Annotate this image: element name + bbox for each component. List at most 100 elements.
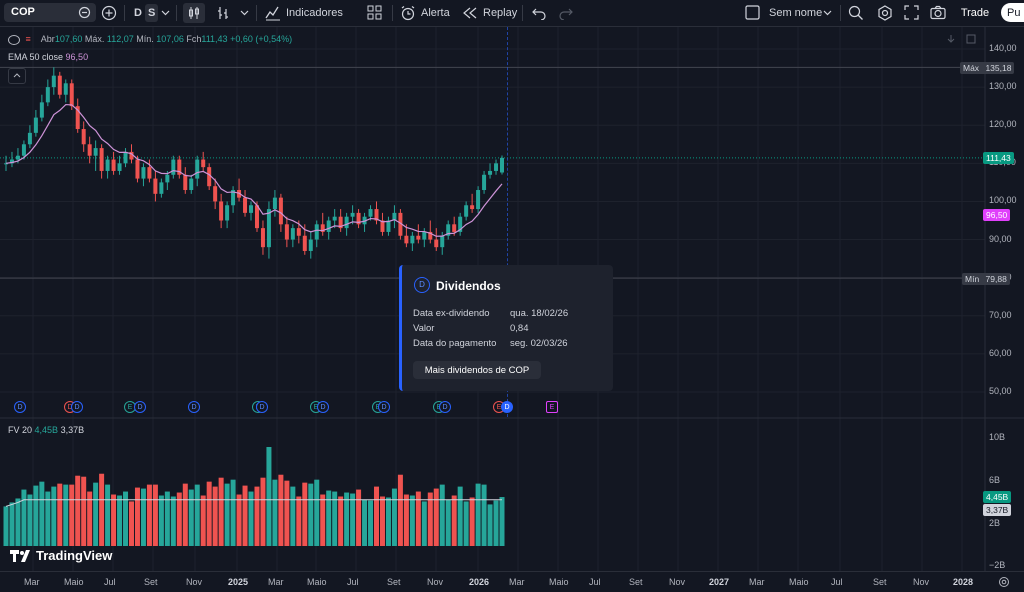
candle-body <box>117 163 122 171</box>
price-tick-label: 70,00 <box>989 309 1012 320</box>
volume-bar <box>75 475 81 546</box>
payment-date-value: seg. 02/03/26 <box>510 338 568 349</box>
symbol-search[interactable]: COP <box>4 3 96 22</box>
price-chart[interactable] <box>0 27 1024 571</box>
layout-name-button[interactable]: Sem nome <box>769 0 822 26</box>
candle-body <box>39 102 44 118</box>
ex-dividend-label: Data ex-dividendo <box>413 308 490 319</box>
legend-menu-icon[interactable]: ≡ <box>25 34 31 44</box>
candle-body <box>302 235 307 251</box>
candles-type-button[interactable] <box>183 3 205 23</box>
download-icon[interactable] <box>946 34 956 44</box>
volume-ma-tag: 3,37B <box>983 504 1012 516</box>
indicators-button[interactable]: Indicadores <box>265 0 343 26</box>
volume-bar <box>469 497 475 546</box>
volume-bar <box>105 484 111 546</box>
candle-body <box>9 159 14 164</box>
volume-bar <box>248 491 254 546</box>
time-tick-label: Mar <box>749 577 765 587</box>
candle-body <box>362 216 367 225</box>
bar-chart-type-icon[interactable] <box>215 5 231 21</box>
volume-bar <box>164 491 170 546</box>
compare-icon[interactable] <box>78 6 91 19</box>
more-dividends-button[interactable]: Mais dividendos de COP <box>413 361 541 379</box>
chevron-down-icon[interactable] <box>823 9 832 17</box>
volume-bar <box>87 491 93 546</box>
indicators-icon <box>265 6 280 21</box>
volume-bar <box>284 480 290 546</box>
chevron-down-icon[interactable] <box>240 9 249 17</box>
dividend-event-marker[interactable]: D <box>317 401 329 413</box>
dividend-event-marker[interactable]: D <box>439 401 451 413</box>
interval-d-button[interactable]: D <box>134 0 142 26</box>
interval-s-button[interactable]: S <box>145 4 159 22</box>
dividend-event-marker[interactable]: D <box>134 401 146 413</box>
trade-button[interactable]: Trade <box>960 6 990 19</box>
layout-name-label: Sem nome <box>769 7 823 19</box>
interval-d-label: D <box>134 7 142 19</box>
volume-bar <box>39 481 45 546</box>
dividend-event-marker[interactable]: D <box>378 401 390 413</box>
candle-body <box>428 231 433 240</box>
high-value: 112,07 <box>106 34 134 44</box>
camera-icon[interactable] <box>930 5 946 20</box>
templates-grid-icon[interactable] <box>367 5 382 20</box>
time-tick-label: Set <box>144 577 158 587</box>
candle-body <box>254 205 259 229</box>
volume-bar <box>332 491 338 546</box>
layout-square-icon[interactable] <box>745 5 760 20</box>
volume-bar <box>21 489 27 546</box>
volume-tag: 4,45B <box>983 491 1012 503</box>
time-axis[interactable]: Mar Maio Jul Set Nov 2025 Mar Maio Jul Set Nov 2026… <box>0 571 1024 592</box>
tradingview-logo[interactable]: TradingView <box>10 548 112 563</box>
dividend-event-marker[interactable]: D <box>256 401 268 413</box>
volume-bar <box>158 495 164 546</box>
candle-body <box>308 239 313 251</box>
volume-bar <box>433 488 439 546</box>
dividend-event-marker[interactable]: D <box>188 401 200 413</box>
volume-bar <box>350 493 356 546</box>
volume-bar <box>69 484 75 546</box>
volume-tick-label: 10B <box>989 432 1006 442</box>
quick-search-icon[interactable] <box>848 5 864 21</box>
earnings-event-marker[interactable]: E <box>546 401 558 413</box>
dividend-event-marker[interactable]: D <box>14 401 26 413</box>
volume-legend[interactable]: FV 20 4,45B 3,37B <box>8 425 84 435</box>
maximize-pane-icon[interactable] <box>966 34 976 44</box>
separator <box>840 5 841 21</box>
candle-body <box>494 163 499 171</box>
publish-button[interactable]: Pu <box>1001 3 1024 22</box>
min-price-tag: Mín 79,88 <box>962 273 1010 285</box>
replay-button[interactable]: Replay <box>462 0 517 26</box>
volume-bar <box>290 486 296 546</box>
candle-body <box>15 155 20 160</box>
legend-eye-icon[interactable] <box>8 34 20 45</box>
alert-button[interactable]: Alerta <box>400 0 450 26</box>
chevron-down-icon[interactable] <box>161 9 170 17</box>
time-tick-label: Nov <box>186 577 203 587</box>
collapse-legend-button[interactable] <box>8 68 26 84</box>
candle-body <box>63 83 68 95</box>
candle-body <box>219 201 224 221</box>
candle-body <box>404 235 409 244</box>
candle-body <box>123 151 128 164</box>
open-value: 107,60 <box>54 34 83 44</box>
undo-icon[interactable] <box>532 6 546 20</box>
add-symbol-icon[interactable] <box>101 5 117 21</box>
volume-bar <box>374 486 380 546</box>
volume-bar <box>27 494 33 546</box>
separator <box>124 5 125 21</box>
candle-body <box>225 205 230 221</box>
ema-legend[interactable]: EMA 50 close 96,50 <box>8 52 88 62</box>
redo-icon[interactable] <box>559 6 573 20</box>
volume-tick-label: 2B <box>989 518 1001 528</box>
dividend-event-marker[interactable]: D <box>71 401 83 413</box>
candle-body <box>4 163 8 165</box>
tradingview-logo-icon <box>10 549 30 562</box>
fullscreen-icon[interactable] <box>904 5 919 20</box>
dividend-event-marker[interactable]: D <box>501 401 513 413</box>
axis-settings-icon[interactable] <box>998 576 1010 588</box>
time-tick-label: Nov <box>913 577 930 587</box>
settings-gear-icon[interactable] <box>877 5 893 21</box>
tooltip-title: Dividendos <box>436 279 501 293</box>
